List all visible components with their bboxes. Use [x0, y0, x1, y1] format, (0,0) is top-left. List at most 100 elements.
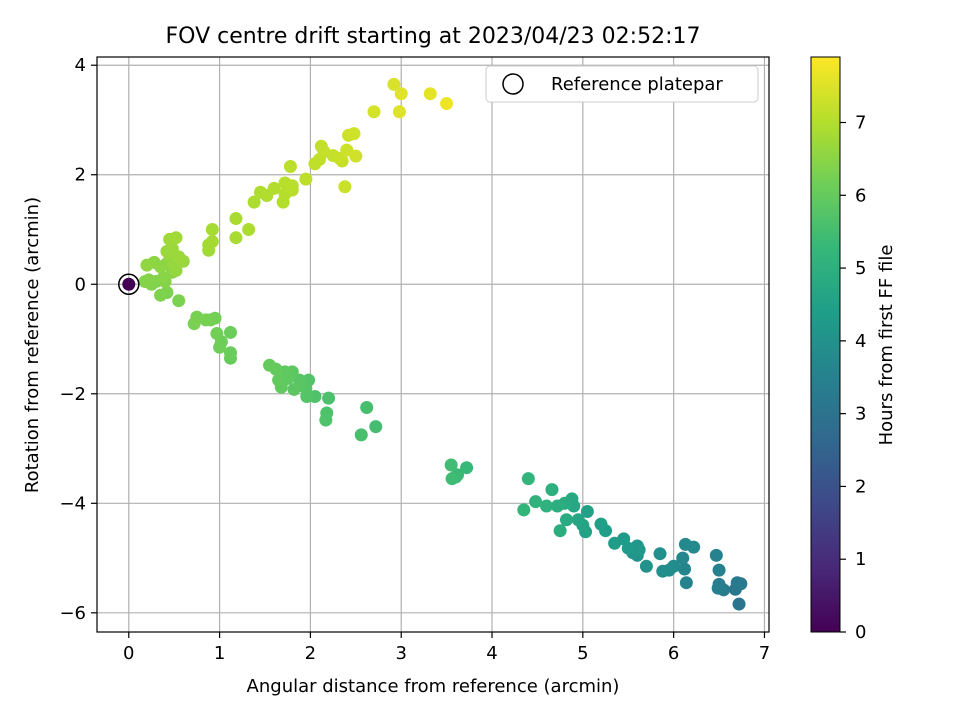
colorbar-tick-label: 4 [855, 331, 866, 352]
legend-marker [502, 73, 524, 95]
colorbar-gradient [810, 56, 841, 633]
data-point [529, 495, 543, 509]
data-point [367, 105, 381, 119]
data-point [187, 317, 201, 331]
y-tick-label: 4 [75, 55, 86, 76]
grid-lines [97, 57, 769, 632]
data-point [172, 294, 186, 308]
data-point [608, 536, 622, 550]
data-point [140, 258, 154, 272]
y-tick-label: 0 [75, 274, 86, 295]
y-tick-label: −2 [59, 384, 86, 405]
data-point [205, 235, 219, 249]
data-point [676, 551, 690, 565]
data-point [445, 472, 459, 486]
colorbar-tick-label: 5 [855, 258, 866, 279]
x-tick-label: 4 [486, 643, 497, 664]
y-tick-label: −6 [59, 603, 86, 624]
data-point [550, 499, 564, 513]
x-tick-label: 1 [214, 643, 225, 664]
data-point [711, 581, 725, 595]
data-point [210, 327, 224, 341]
data-point [712, 563, 726, 577]
reference-point-ring [118, 273, 140, 296]
data-point [354, 428, 368, 442]
x-axis-label: Angular distance from reference (arcmin) [247, 676, 620, 697]
data-point [540, 499, 554, 513]
data-point [338, 180, 352, 194]
data-point [349, 149, 363, 163]
data-point [223, 346, 237, 360]
colorbar-tick-label: 2 [855, 476, 866, 497]
data-point [205, 223, 219, 236]
data-point [639, 559, 653, 573]
data-point [322, 391, 336, 405]
colorbar-tick-label: 6 [855, 185, 866, 206]
data-point [242, 223, 256, 236]
data-point [580, 505, 594, 519]
legend: Reference platepar [485, 65, 759, 103]
colorbar-tick-label: 1 [855, 549, 866, 570]
x-tick-label: 6 [668, 643, 679, 664]
data-point [169, 231, 183, 245]
data-point [571, 513, 585, 527]
data-point [460, 461, 474, 475]
data-point [272, 373, 286, 387]
x-tick-label: 5 [577, 643, 588, 664]
x-tick-label: 7 [759, 643, 770, 664]
colorbar-tick-label: 0 [855, 622, 866, 643]
data-point [360, 400, 374, 414]
data-point [392, 105, 406, 119]
colorbar-ticks: 0 1 2 3 4 5 6 7 [840, 113, 866, 643]
data-point [263, 358, 277, 372]
data-point [285, 179, 299, 193]
colorbar-tick-label: 3 [855, 404, 866, 425]
data-point [653, 547, 667, 561]
data-point [559, 513, 573, 527]
data-point [347, 127, 361, 141]
data-point [283, 160, 297, 174]
legend-label: Reference platepar [551, 74, 723, 95]
data-point [287, 382, 301, 396]
data-point [678, 562, 692, 576]
data-point [553, 524, 567, 538]
plot-frame [96, 56, 770, 633]
x-tick-label: 3 [395, 643, 406, 664]
data-point [423, 87, 437, 101]
data-point [172, 250, 186, 264]
y-tick-label: 2 [75, 165, 86, 186]
data-point [730, 576, 744, 590]
data-point [247, 195, 261, 209]
legend-box [485, 65, 759, 103]
data-point [394, 87, 408, 101]
colorbar: 0 1 2 3 4 5 6 7 Hours from first FF file [810, 56, 897, 643]
y-tick-label: −4 [59, 493, 86, 514]
data-point [632, 543, 646, 557]
data-point [223, 325, 237, 339]
data-point [521, 472, 535, 486]
data-point [267, 181, 281, 195]
data-point [213, 340, 227, 354]
data-point [444, 458, 458, 472]
data-point [160, 244, 174, 258]
data-point [709, 548, 723, 562]
data-point [154, 288, 168, 302]
data-point [732, 597, 746, 611]
data-point [687, 540, 701, 554]
data-point [299, 172, 313, 186]
reference-point-fill [122, 277, 136, 291]
y-axis-ticks: −6 −4 −2 0 2 4 [59, 55, 97, 624]
x-tick-label: 2 [305, 643, 316, 664]
y-axis-label: Rotation from reference (arcmin) [22, 197, 43, 493]
x-axis-ticks: 0 1 2 3 4 5 6 7 [123, 632, 770, 664]
data-point [319, 413, 333, 427]
data-point [679, 576, 693, 590]
data-point [656, 564, 670, 578]
data-points [138, 77, 748, 611]
data-point [229, 212, 243, 226]
data-point [369, 420, 383, 434]
colorbar-label: Hours from first FF file [876, 245, 897, 446]
data-point [545, 483, 559, 497]
data-point [387, 77, 401, 91]
